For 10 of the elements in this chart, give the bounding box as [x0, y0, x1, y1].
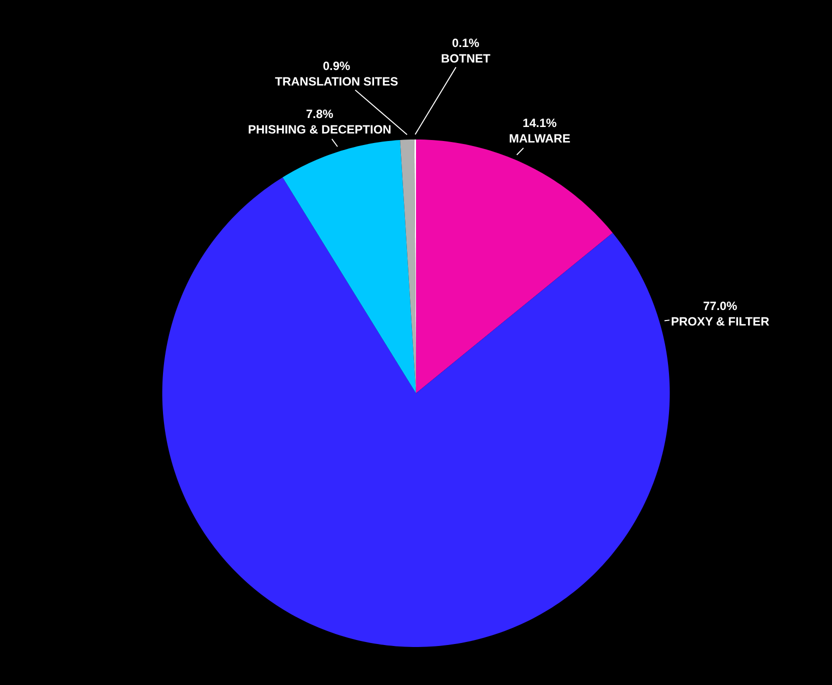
data-label: 0.1%	[452, 36, 480, 50]
slice-label: PHISHING & DECEPTION	[248, 122, 392, 137]
slice-label: MALWARE	[509, 132, 570, 146]
slice-label: TRANSLATION SITES	[275, 74, 398, 89]
slice-label: PROXY & FILTER	[671, 314, 770, 329]
data-label: 77.0%	[703, 299, 738, 313]
data-label: 0.9%	[322, 59, 351, 73]
slice-label: BOTNET	[441, 52, 491, 66]
data-label: 7.8%	[306, 107, 334, 121]
data-label: 14.1%	[522, 116, 558, 130]
